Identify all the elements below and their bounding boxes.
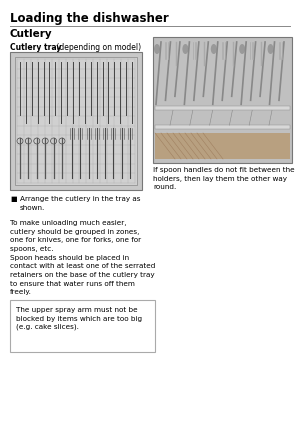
Text: Loading the dishwasher: Loading the dishwasher	[10, 12, 169, 25]
Text: Arrange the cutlery in the tray as
shown.: Arrange the cutlery in the tray as shown…	[20, 196, 140, 210]
Text: Spoon heads should be placed in
contact with at least one of the serrated
retain: Spoon heads should be placed in contact …	[10, 255, 155, 295]
Ellipse shape	[182, 44, 188, 54]
Text: ■: ■	[10, 196, 16, 202]
Bar	[155, 125, 290, 129]
Ellipse shape	[239, 44, 245, 54]
Ellipse shape	[211, 44, 217, 54]
Bar	[155, 133, 290, 159]
Ellipse shape	[268, 44, 274, 54]
Bar	[153, 37, 292, 163]
Text: If spoon handles do not fit between the
holders, then lay them the other way
rou: If spoon handles do not fit between the …	[153, 167, 295, 190]
Bar	[10, 52, 142, 190]
Bar	[15, 57, 137, 185]
Text: To make unloading much easier,
cutlery should be grouped in zones,
one for knive: To make unloading much easier, cutlery s…	[10, 220, 141, 252]
Bar	[10, 300, 155, 352]
Text: Cutlery tray: Cutlery tray	[10, 43, 61, 52]
Text: (depending on model): (depending on model)	[54, 43, 141, 52]
Ellipse shape	[154, 44, 160, 54]
Text: The upper spray arm must not be
blocked by items which are too big
(e.g. cake sl: The upper spray arm must not be blocked …	[16, 307, 142, 331]
Text: Cutlery: Cutlery	[10, 29, 52, 39]
Bar	[155, 106, 290, 110]
